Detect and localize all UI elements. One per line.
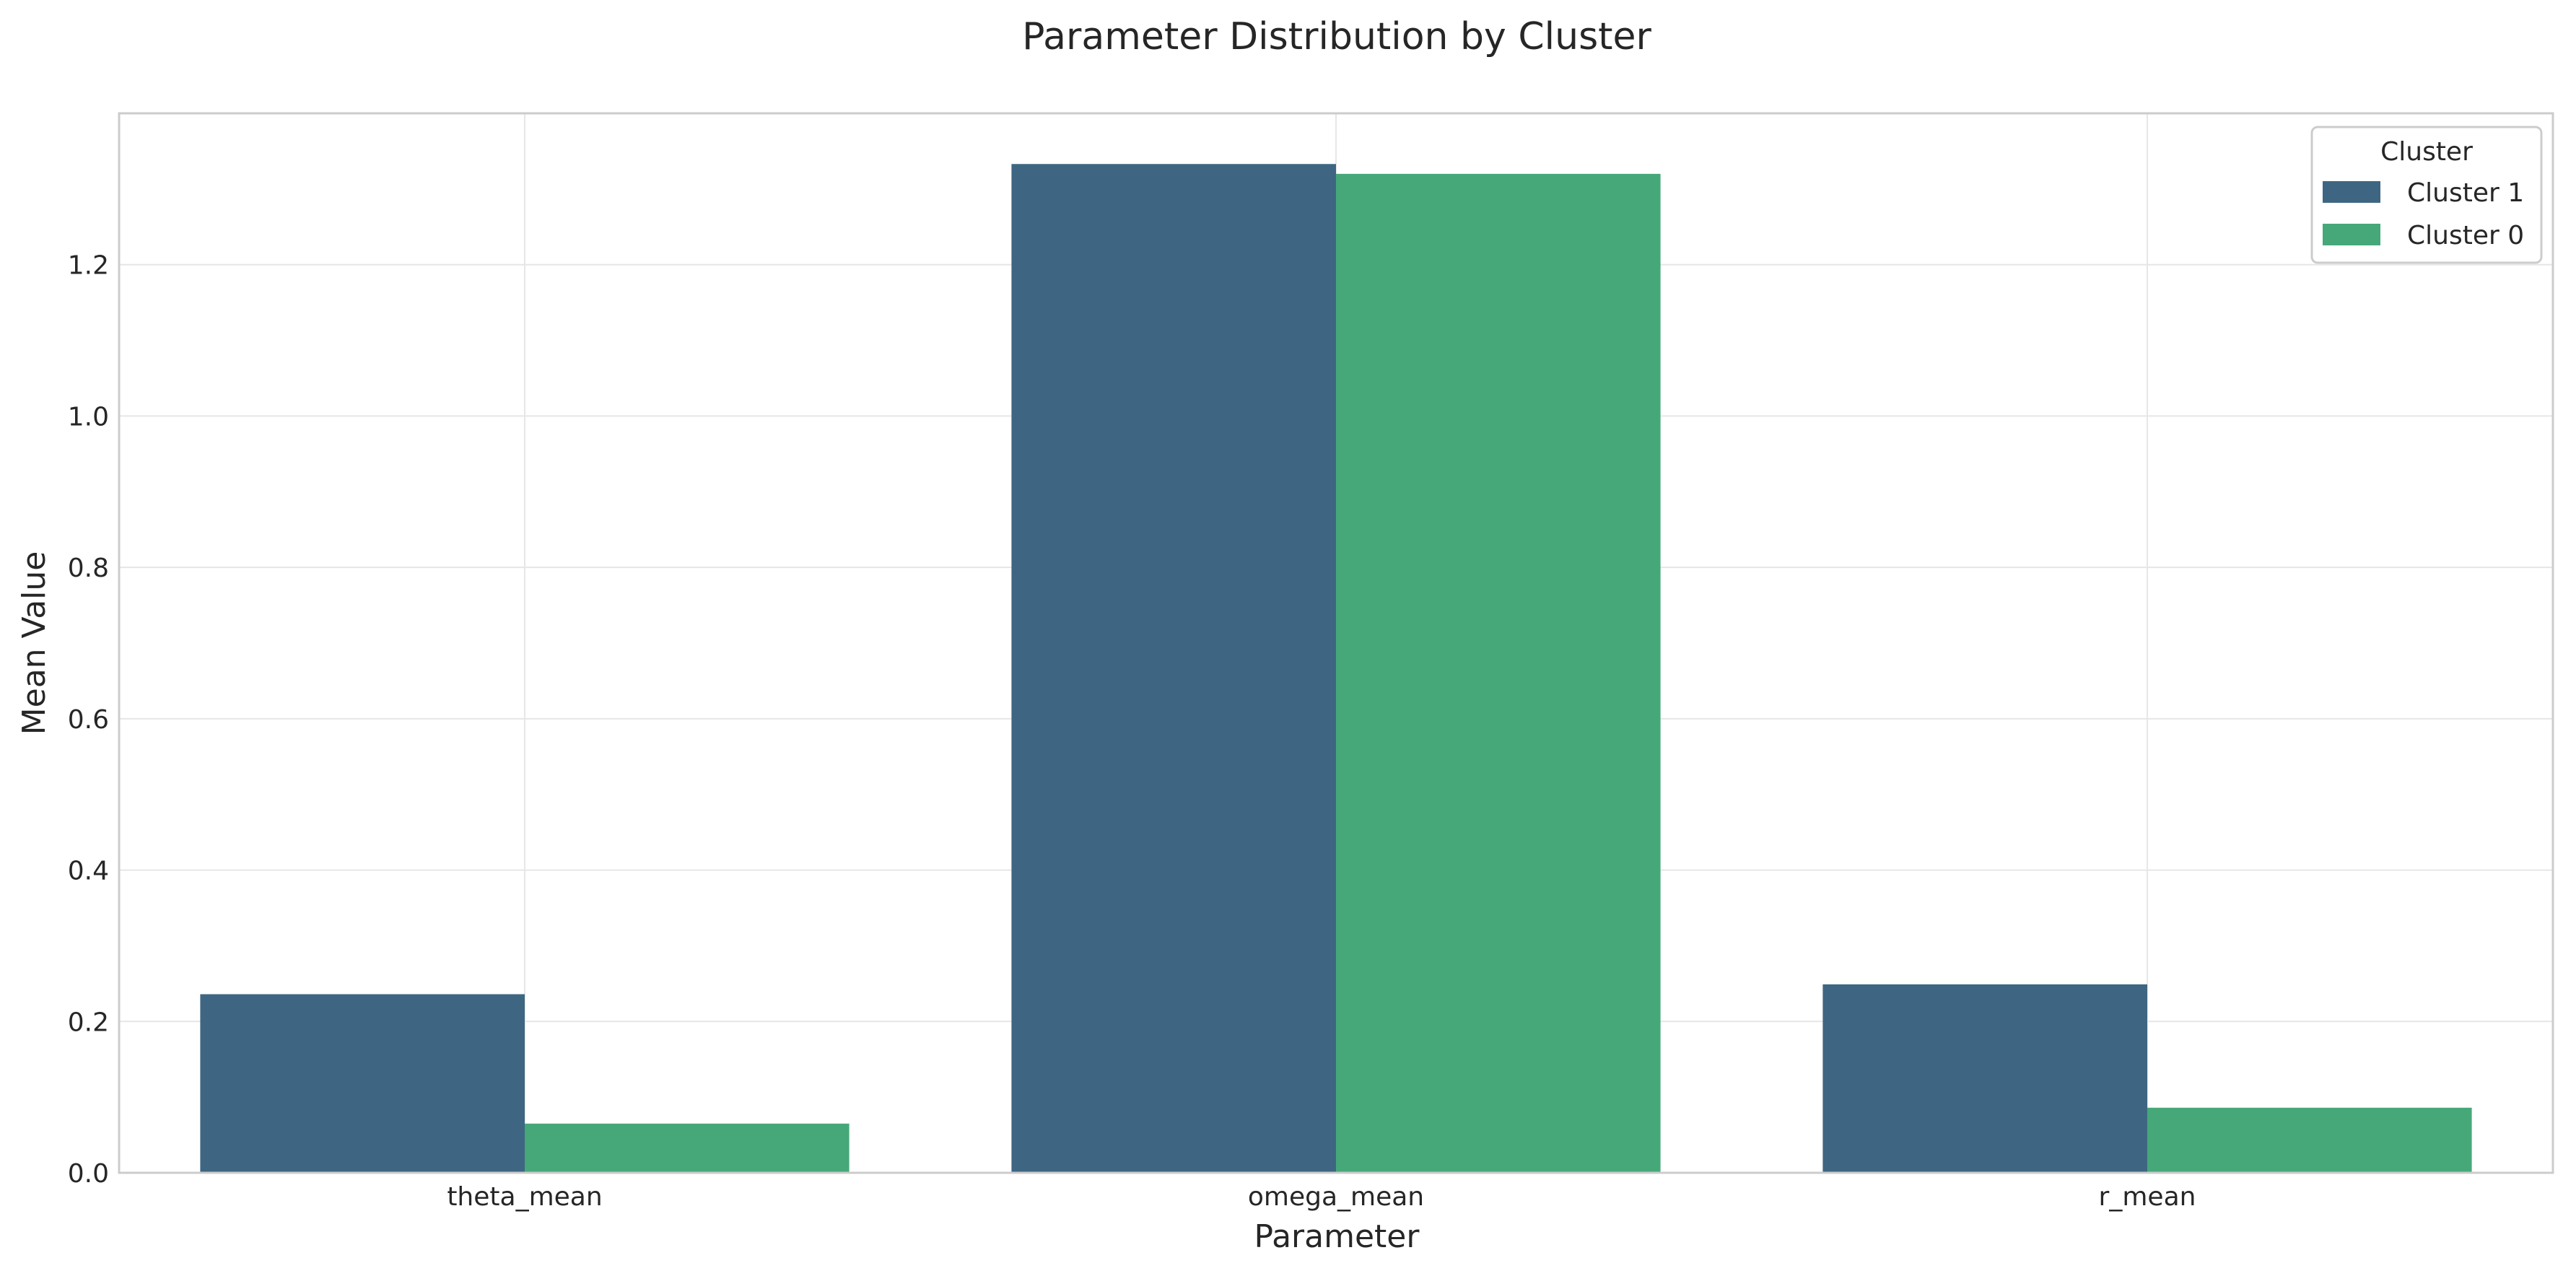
legend-entry: Cluster 1 xyxy=(2407,178,2524,208)
x-axis-label: Parameter xyxy=(1254,1218,1420,1255)
x-tick-label: r_mean xyxy=(2099,1182,2196,1212)
y-axis-ticks: 0.0 0.2 0.4 0.6 0.8 1.0 1.2 xyxy=(68,251,109,1189)
y-tick-label: 0.6 xyxy=(68,705,109,735)
y-axis-label: Mean Value xyxy=(16,551,53,735)
legend-swatch xyxy=(2323,224,2380,245)
y-tick-label: 1.0 xyxy=(68,402,109,432)
x-tick-label: omega_mean xyxy=(1248,1182,1424,1212)
legend-entry: Cluster 0 xyxy=(2407,221,2524,250)
chart-title: Parameter Distribution by Cluster xyxy=(1022,15,1651,58)
bar-cluster-0-r-mean xyxy=(2147,1107,2472,1173)
legend-title: Cluster xyxy=(2380,137,2473,167)
bar-cluster-1-omega-mean xyxy=(1011,164,1336,1174)
bar-cluster-1-theta-mean xyxy=(200,994,525,1173)
y-tick-label: 0.2 xyxy=(68,1008,109,1037)
y-tick-label: 0.0 xyxy=(68,1159,109,1189)
bar-cluster-1-r-mean xyxy=(1822,984,2147,1173)
bar-cluster-0-theta-mean xyxy=(525,1123,850,1173)
plot-frame xyxy=(118,112,2554,1174)
x-axis-ticks: theta_mean omega_mean r_mean xyxy=(447,1182,2196,1212)
y-tick-label: 0.8 xyxy=(68,554,109,583)
y-tick-label: 1.2 xyxy=(68,251,109,281)
y-tick-label: 0.4 xyxy=(68,857,109,886)
bars xyxy=(200,164,2472,1174)
legend-items: Cluster 1 Cluster 0 xyxy=(2323,178,2524,250)
legend-swatch xyxy=(2323,181,2380,203)
bar-cluster-0-omega-mean xyxy=(1336,173,1661,1173)
x-tick-label: theta_mean xyxy=(447,1182,602,1212)
legend: Cluster Cluster 1 Cluster 0 xyxy=(2310,126,2543,264)
